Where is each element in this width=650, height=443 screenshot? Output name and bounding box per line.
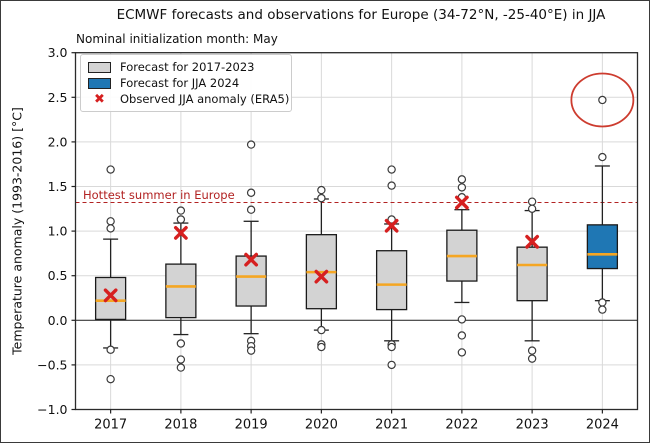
- x-tick-label: 2020: [305, 418, 338, 433]
- boxplot-2024: [586, 95, 619, 314]
- y-tick-label: 0.0: [48, 313, 68, 328]
- x-tick-label: 2019: [235, 418, 268, 433]
- outlier-point: [317, 193, 326, 203]
- observed-x-marker: [454, 195, 469, 210]
- x-tick-label: 2022: [445, 418, 478, 433]
- outlier-point: [457, 175, 467, 184]
- boxplot-2023: [516, 197, 548, 363]
- outlier-point: [527, 346, 537, 355]
- y-tick-label: 2.5: [48, 90, 68, 105]
- outlier-point: [457, 348, 467, 357]
- y-tick-label: −0.5: [37, 357, 67, 372]
- outlier-point: [106, 217, 115, 226]
- observed-x-marker: [314, 269, 329, 284]
- x-tick-label: 2024: [586, 418, 619, 433]
- y-tick-label: 1.5: [48, 179, 68, 194]
- gray-box-swatch-icon: [88, 61, 111, 73]
- outlier-point: [457, 315, 467, 324]
- outlier-point: [317, 185, 326, 195]
- outlier-point: [527, 197, 537, 206]
- box-2021: [375, 250, 408, 311]
- boxplot-2020: [305, 185, 338, 352]
- blue-box-swatch-icon: [88, 77, 111, 89]
- observed-x-marker: [384, 218, 399, 233]
- outlier-point: [106, 224, 115, 233]
- outlier-point: [387, 165, 396, 174]
- outlier-point: [246, 188, 256, 197]
- legend-label: Forecast for JJA 2024: [120, 76, 240, 90]
- observed-x-marker: [173, 225, 188, 240]
- box-2019: [235, 255, 267, 307]
- outlier-point: [598, 95, 607, 105]
- outlier-point: [387, 342, 396, 352]
- x-tick-label: 2023: [516, 418, 549, 433]
- outlier-point: [246, 346, 256, 355]
- observed-x-marker: [244, 252, 259, 267]
- observed-x-marker: [103, 288, 118, 303]
- boxplot-2019: [235, 140, 267, 355]
- y-tick-label: 3.0: [48, 45, 68, 60]
- outlier-point: [176, 355, 186, 364]
- legend: Forecast for 2017-2023 Forecast for JJA …: [80, 54, 292, 112]
- outlier-point: [176, 215, 186, 224]
- boxplot-2022: [446, 175, 478, 357]
- legend-item-observed-anomaly: ✖ Observed JJA anomaly (ERA5): [88, 91, 289, 107]
- boxplot-2017: [94, 165, 127, 384]
- legend-label: Observed JJA anomaly (ERA5): [120, 92, 290, 106]
- outlier-point: [598, 305, 607, 314]
- chart-subtitle: Nominal initialization month: May: [76, 32, 278, 46]
- box-2017: [94, 276, 127, 321]
- outlier-point: [176, 339, 186, 348]
- y-tick-label: 2.0: [48, 134, 68, 149]
- y-tick-label: 0.5: [48, 268, 68, 283]
- outlier-point: [246, 205, 256, 214]
- outlier-point: [106, 374, 115, 384]
- outlier-point: [246, 140, 256, 149]
- box-2024: [586, 224, 619, 270]
- outlier-point: [598, 298, 607, 307]
- reference-line-label: Hottest summer in Europe: [83, 188, 235, 202]
- outlier-point: [176, 206, 186, 215]
- box-2018: [165, 263, 197, 319]
- outlier-point: [527, 204, 537, 213]
- outlier-point: [106, 165, 115, 174]
- y-tick-label: 1.0: [48, 224, 68, 239]
- legend-label: Forecast for 2017-2023: [120, 60, 255, 74]
- chart-title: ECMWF forecasts and observations for Eur…: [116, 7, 606, 23]
- red-x-marker-icon: ✖: [94, 91, 105, 107]
- outlier-point: [387, 360, 396, 370]
- x-tick-label: 2018: [164, 418, 197, 433]
- outlier-point: [457, 183, 467, 192]
- outlier-point: [176, 363, 186, 372]
- outlier-point: [387, 215, 396, 224]
- outlier-point: [106, 345, 115, 354]
- legend-item-forecast-2024: Forecast for JJA 2024: [88, 76, 283, 90]
- outlier-point: [317, 325, 326, 335]
- box-2023: [516, 246, 548, 302]
- outlier-point: [457, 331, 467, 340]
- outlier-point: [527, 354, 537, 363]
- boxplot-2021: [375, 165, 408, 370]
- observed-x-marker: [525, 234, 540, 249]
- boxplot-2018: [165, 206, 197, 372]
- legend-item-forecast-2017-2023: Forecast for 2017-2023: [88, 60, 283, 74]
- highlight-ellipse: [570, 72, 635, 128]
- x-tick-label: 2017: [94, 418, 127, 433]
- outlier-point: [387, 181, 396, 190]
- outlier-point: [598, 152, 607, 162]
- x-tick-label: 2021: [375, 418, 408, 433]
- outlier-point: [317, 342, 326, 352]
- y-tick-label: −1.0: [37, 402, 67, 417]
